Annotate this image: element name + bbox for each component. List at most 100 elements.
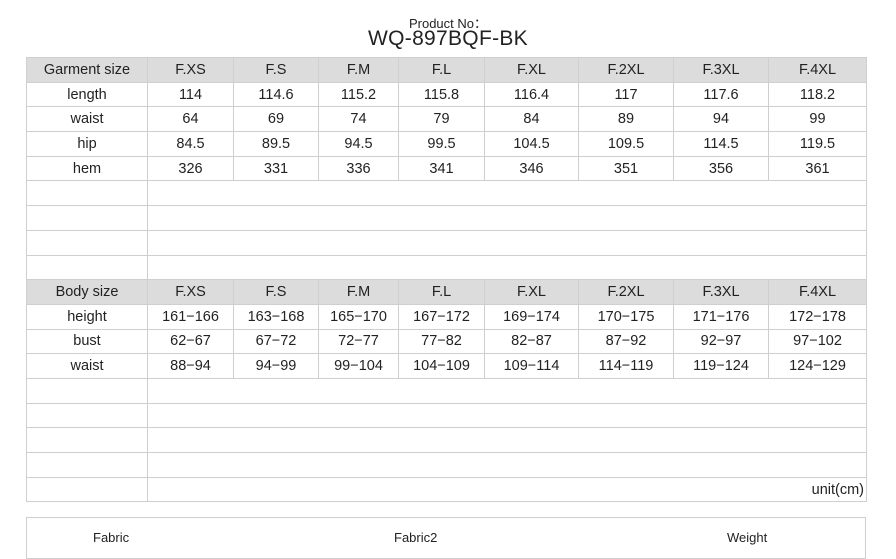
row-label [26, 377, 148, 404]
cell: F.4XL [768, 279, 867, 305]
cell: 89.5 [233, 131, 319, 157]
cell: 84 [484, 106, 579, 133]
cell: 104−109 [398, 353, 485, 379]
empty-row [26, 452, 867, 478]
cell: 117.6 [673, 81, 769, 108]
fabric2-label: Fabric2 [394, 530, 438, 545]
empty-row [26, 229, 867, 256]
row-label: waist [26, 106, 148, 133]
cell: F.S [233, 279, 319, 305]
cell: 62−67 [147, 328, 234, 355]
cell: F.XS [147, 57, 234, 83]
cell: 89 [578, 106, 674, 133]
cell: 99−104 [318, 353, 399, 379]
cell: F.M [318, 279, 399, 305]
row-label: waist [26, 353, 148, 379]
row-label: hip [26, 131, 148, 157]
row-label: hem [26, 155, 148, 182]
row-label: Body size [26, 279, 148, 305]
cell: 161−166 [147, 303, 234, 330]
cell: 99.5 [398, 131, 485, 157]
table-row: length 114 114.6 115.2 115.8 116.4 117 117.6 118… [26, 81, 867, 108]
cell [147, 205, 867, 231]
cell: 172−178 [768, 303, 867, 330]
cell [147, 402, 867, 429]
cell: F.3XL [673, 279, 769, 305]
cell: 69 [233, 106, 319, 133]
cell: 171−176 [673, 303, 769, 330]
cell: 79 [398, 106, 485, 133]
cell: 94.5 [318, 131, 399, 157]
cell: 351 [578, 155, 674, 182]
table-row: waist 64 69 74 79 84 89 94 99 [26, 106, 867, 133]
cell: 119−124 [673, 353, 769, 379]
product-number: WQ-897BQF-BK [368, 27, 528, 50]
row-label: Garment size [26, 57, 148, 83]
fabric-label: Fabric [93, 530, 130, 545]
row-label [26, 427, 148, 453]
cell: 165−170 [318, 303, 399, 330]
cell: 109.5 [578, 131, 674, 157]
cell: 169−174 [484, 303, 579, 330]
row-label [26, 452, 148, 478]
cell: 341 [398, 155, 485, 182]
cell: 163−168 [233, 303, 319, 330]
cell [147, 377, 867, 404]
empty-row [26, 254, 867, 281]
unit-label: unit(cm) [147, 476, 867, 503]
empty-row: unit(cm) [26, 476, 867, 503]
weight-label: Weight [727, 530, 768, 545]
table-row: bust 62−67 67−72 72−77 77−82 82−87 87−92 92−97 9… [26, 328, 867, 355]
cell: 88−94 [147, 353, 234, 379]
cell: 336 [318, 155, 399, 182]
cell: F.4XL [768, 57, 867, 83]
row-label [26, 476, 148, 503]
product-label: Product No： [408, 16, 488, 31]
row-label: height [26, 303, 148, 330]
row-label [26, 254, 148, 281]
cell: 118.2 [768, 81, 867, 108]
row-label: bust [26, 328, 148, 355]
cell: 331 [233, 155, 319, 182]
cell: 326 [147, 155, 234, 182]
cell: 114.5 [673, 131, 769, 157]
fabric-info-box: Fabric Fabric2 Weight [26, 517, 866, 559]
cell: F.3XL [673, 57, 769, 83]
cell: F.XL [484, 279, 579, 305]
cell: F.M [318, 57, 399, 83]
cell [147, 229, 867, 256]
cell: 97−102 [768, 328, 867, 355]
cell: 114 [147, 81, 234, 108]
empty-row [26, 427, 867, 453]
cell: F.XL [484, 57, 579, 83]
row-label: length [26, 81, 148, 108]
cell: 361 [768, 155, 867, 182]
cell: F.2XL [578, 57, 674, 83]
cell: 167−172 [398, 303, 485, 330]
cell: F.2XL [578, 279, 674, 305]
cell: 67−72 [233, 328, 319, 355]
empty-row [26, 377, 867, 404]
cell: 92−97 [673, 328, 769, 355]
cell: 116.4 [484, 81, 579, 108]
size-chart-table: Garment size F.XS F.S F.M F.L F.XL F.2XL F.3XL F… [26, 57, 867, 503]
cell: F.XS [147, 279, 234, 305]
empty-row [26, 180, 867, 207]
cell: F.L [398, 279, 485, 305]
table-row: hem 326 331 336 341 346 351 356 361 [26, 155, 867, 182]
cell: 114.6 [233, 81, 319, 108]
cell: 117 [578, 81, 674, 108]
empty-row [26, 402, 867, 429]
body-header-row: Body size F.XS F.S F.M F.L F.XL F.2XL F.3XL F.4X… [26, 279, 867, 305]
cell: 74 [318, 106, 399, 133]
cell: 119.5 [768, 131, 867, 157]
cell [147, 254, 867, 281]
empty-row [26, 205, 867, 231]
cell: 104.5 [484, 131, 579, 157]
cell: 87−92 [578, 328, 674, 355]
cell: F.S [233, 57, 319, 83]
cell: 115.8 [398, 81, 485, 108]
cell: 114−119 [578, 353, 674, 379]
cell: 115.2 [318, 81, 399, 108]
cell: 346 [484, 155, 579, 182]
